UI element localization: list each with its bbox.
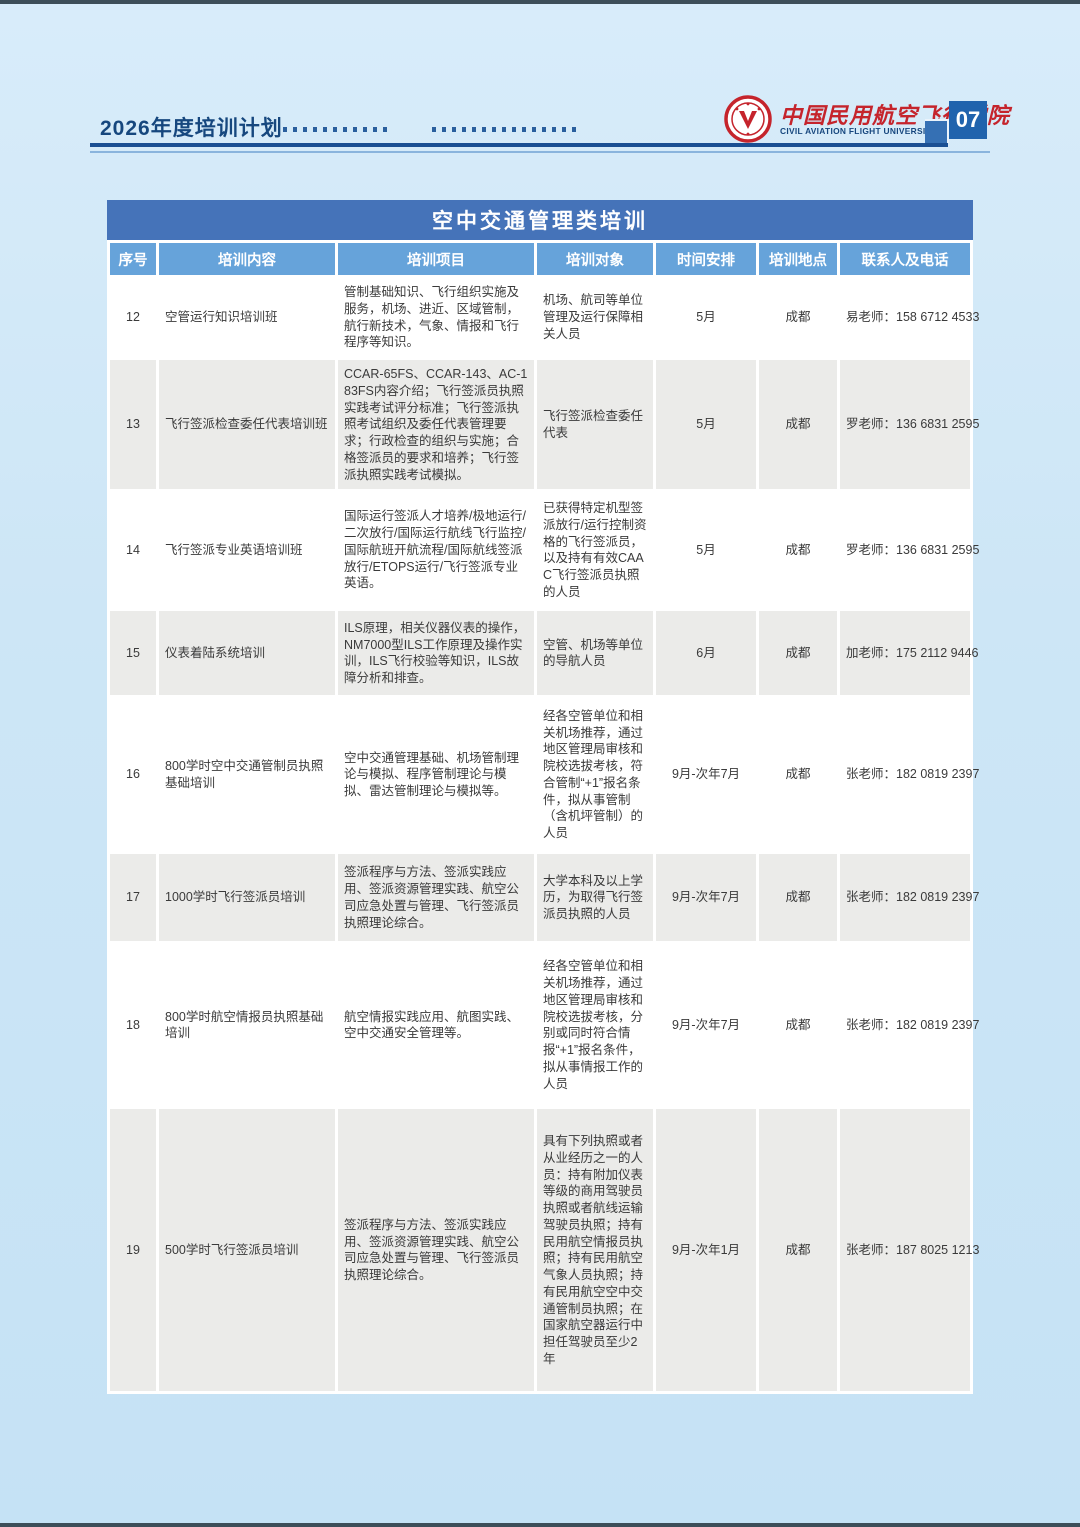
column-header: 联系人及电话 [840, 243, 970, 275]
contact-phone: 易老师：158 6712 4533 [840, 278, 979, 357]
column-header: 时间安排 [656, 243, 756, 275]
row-number: 16 [110, 698, 156, 852]
table-header-row: 序号 培训内容 培训项目 培训对象 时间安排 培训地点 联系人及电话 [110, 243, 970, 275]
training-location: 成都 [759, 611, 837, 696]
header-rule-thick [90, 143, 948, 147]
contact-phone: 张老师：182 0819 2397 [840, 944, 979, 1107]
training-content: 500学时飞行签派员培训 [159, 1109, 335, 1392]
training-audience: 经各空管单位和相关机场推荐，通过地区管理局审核和院校选拔考核，符合管制“+1”报… [537, 698, 653, 852]
training-project: CCAR-65FS、CCAR-143、AC-183FS内容介绍；飞行签派员执照实… [338, 360, 534, 490]
column-header: 序号 [110, 243, 156, 275]
contact-phone: 罗老师：136 6831 2595 [840, 492, 979, 609]
dotted-divider [432, 127, 578, 132]
column-header: 培训地点 [759, 243, 837, 275]
training-location: 成都 [759, 944, 837, 1107]
contact-phone: 加老师：175 2112 9446 [840, 611, 979, 696]
training-content: 飞行签派专业英语培训班 [159, 492, 335, 609]
training-project: 管制基础知识、飞行组织实施及服务，机场、进近、区域管制，航行新技术，气象、情报和… [338, 278, 534, 357]
training-audience: 机场、航司等单位管理及运行保障相关人员 [537, 278, 653, 357]
time-schedule: 5月 [656, 360, 756, 490]
contact-phone: 罗老师：136 6831 2595 [840, 360, 979, 490]
table-row: 16 800学时空中交通管制员执照基础培训 空中交通管理基础、机场管制理论与模拟、程… [110, 698, 979, 852]
document-title: 2026年度培训计划 [100, 117, 283, 140]
time-schedule: 9月-次年1月 [656, 1109, 756, 1392]
row-number: 19 [110, 1109, 156, 1392]
column-header: 培训对象 [537, 243, 653, 275]
training-content: 飞行签派检查委任代表培训班 [159, 360, 335, 490]
training-project: 航空情报实践应用、航图实践、空中交通安全管理等。 [338, 944, 534, 1107]
training-location: 成都 [759, 854, 837, 942]
training-location: 成都 [759, 360, 837, 490]
training-audience: 大学本科及以上学历，为取得飞行签派员执照的人员 [537, 854, 653, 942]
dotted-divider [283, 127, 389, 132]
training-content: 1000学时飞行签派员培训 [159, 854, 335, 942]
training-location: 成都 [759, 492, 837, 609]
training-table: 序号 培训内容 培训项目 培训对象 时间安排 培训地点 联系人及电话 12 空管运行知识培训班… [107, 240, 979, 1395]
table-row: 17 1000学时飞行签派员培训 签派程序与方法、签派实践应用、签派资源管理实践、航… [110, 854, 979, 942]
time-schedule: 9月-次年7月 [656, 944, 756, 1107]
training-audience: 空管、机场等单位的导航人员 [537, 611, 653, 696]
row-number: 12 [110, 278, 156, 357]
contact-phone: 张老师：182 0819 2397 [840, 854, 979, 942]
header-rule-thin [90, 151, 990, 153]
training-project: 国际运行签派人才培养/极地运行/二次放行/国际运行航线飞行监控/国际航班开航流程… [338, 492, 534, 609]
training-project: ILS原理，相关仪器仪表的操作，NM7000型ILS工作原理及操作实训，ILS飞… [338, 611, 534, 696]
training-project: 签派程序与方法、签派实践应用、签派资源管理实践、航空公司应急处置与管理、飞行签派… [338, 1109, 534, 1392]
table-title: 空中交通管理类培训 [107, 200, 973, 240]
training-audience: 飞行签派检查委任代表 [537, 360, 653, 490]
table-row: 18 800学时航空情报员执照基础培训 航空情报实践应用、航图实践、空中交通安全管理… [110, 944, 979, 1107]
training-location: 成都 [759, 698, 837, 852]
table-row: 13 飞行签派检查委任代表培训班 CCAR-65FS、CCAR-143、AC-183… [110, 360, 979, 490]
row-number: 18 [110, 944, 156, 1107]
page-number-decoration [925, 119, 949, 143]
top-edge-strip [0, 0, 1080, 4]
training-table-section: 空中交通管理类培训 序号 培训内容 培训项目 培训对象 时间安排 培训地点 联系人及电话 1… [107, 200, 979, 1395]
training-audience: 经各空管单位和相关机场推荐，通过地区管理局审核和院校选拔考核，分别或同时符合情报… [537, 944, 653, 1107]
university-emblem-icon [724, 95, 772, 143]
bottom-edge-strip [0, 1523, 1080, 1527]
training-content: 800学时空中交通管制员执照基础培训 [159, 698, 335, 852]
training-location: 成都 [759, 1109, 837, 1392]
training-project: 签派程序与方法、签派实践应用、签派资源管理实践、航空公司应急处置与管理、飞行签派… [338, 854, 534, 942]
time-schedule: 9月-次年7月 [656, 698, 756, 852]
table-row: 19 500学时飞行签派员培训 签派程序与方法、签派实践应用、签派资源管理实践、航空… [110, 1109, 979, 1392]
time-schedule: 9月-次年7月 [656, 854, 756, 942]
row-number: 14 [110, 492, 156, 609]
table-body: 12 空管运行知识培训班 管制基础知识、飞行组织实施及服务，机场、进近、区域管制，航… [110, 278, 979, 1392]
training-project: 空中交通管理基础、机场管制理论与模拟、程序管制理论与模拟、雷达管制理论与模拟等。 [338, 698, 534, 852]
time-schedule: 6月 [656, 611, 756, 696]
page-number: 07 [949, 101, 987, 139]
table-row: 14 飞行签派专业英语培训班 国际运行签派人才培养/极地运行/二次放行/国际运行航线… [110, 492, 979, 609]
contact-phone: 张老师：187 8025 1213 [840, 1109, 979, 1392]
training-content: 空管运行知识培训班 [159, 278, 335, 357]
time-schedule: 5月 [656, 278, 756, 357]
row-number: 13 [110, 360, 156, 490]
time-schedule: 5月 [656, 492, 756, 609]
training-audience: 已获得特定机型签派放行/运行控制资格的飞行签派员，以及持有有效CAAC飞行签派员… [537, 492, 653, 609]
training-audience: 具有下列执照或者从业经历之一的人员：持有附加仪表等级的商用驾驶员执照或者航线运输… [537, 1109, 653, 1392]
university-name-en: CIVIL AVIATION FLIGHT UNIVERSITY OF CHIN… [780, 126, 983, 136]
contact-phone: 张老师：182 0819 2397 [840, 698, 979, 852]
column-header: 培训项目 [338, 243, 534, 275]
training-content: 800学时航空情报员执照基础培训 [159, 944, 335, 1107]
table-row: 15 仪表着陆系统培训 ILS原理，相关仪器仪表的操作，NM7000型ILS工作原理… [110, 611, 979, 696]
row-number: 17 [110, 854, 156, 942]
training-location: 成都 [759, 278, 837, 357]
training-content: 仪表着陆系统培训 [159, 611, 335, 696]
column-header: 培训内容 [159, 243, 335, 275]
row-number: 15 [110, 611, 156, 696]
table-row: 12 空管运行知识培训班 管制基础知识、飞行组织实施及服务，机场、进近、区域管制，航… [110, 278, 979, 357]
